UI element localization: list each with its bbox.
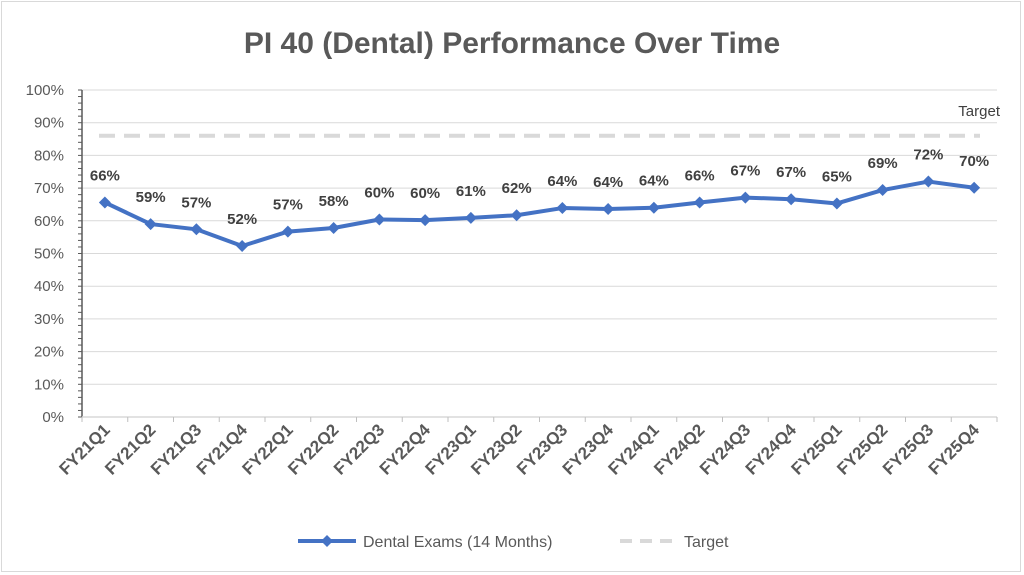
data-label: 70% [959,153,989,170]
legend: Dental Exams (14 Months) Target [298,534,729,551]
data-point [510,209,523,222]
data-point [464,211,477,224]
data-label: 65% [822,168,852,185]
data-point [602,203,615,216]
data-point [373,213,386,226]
data-point [419,214,432,227]
gridlines [82,89,997,418]
data-point [144,218,157,231]
x-tick-label: FY25Q4 [925,420,984,479]
legend-label-dental-exams: Dental Exams (14 Months) [363,534,552,551]
data-label: 69% [868,155,898,172]
y-tick-label: 80% [34,147,64,164]
legend-marker-diamond [321,535,333,547]
data-point [281,225,294,238]
y-tick-label: 10% [34,376,64,393]
data-label: 66% [90,167,120,184]
data-label: 67% [776,164,806,181]
dental-exams-series [98,175,981,252]
data-point [556,202,569,215]
data-point [647,201,660,214]
data-label: 64% [639,173,669,190]
data-point [968,181,981,194]
data-point [739,191,752,204]
data-point [236,239,249,252]
data-point [876,184,889,197]
y-tick-label: 20% [34,344,64,361]
y-tick-label: 90% [34,115,64,132]
data-point [922,175,935,188]
y-tick-label: 60% [34,213,64,230]
y-tick-label: 30% [34,311,64,328]
data-label: 60% [364,184,394,201]
data-point [190,223,203,236]
x-axis: FY21Q1FY21Q2FY21Q3FY21Q4FY22Q1FY22Q2FY22… [55,416,998,479]
chart-title: PI 40 (Dental) Performance Over Time [244,27,780,60]
data-point [785,193,798,206]
data-label: 61% [456,183,486,200]
legend-label-target: Target [684,534,729,551]
y-axis: 0% 10% 20% 30% 40% 50% 60% 70% 80% 90% 100% [26,82,83,426]
data-label: 60% [410,185,440,202]
data-point [98,196,111,209]
target-series: Target [99,103,1001,138]
data-point [830,197,843,210]
y-tick-label: 70% [34,180,64,197]
data-label: 64% [547,173,577,190]
data-label: 64% [593,174,623,191]
series-line [104,179,975,248]
data-label: 57% [181,194,211,211]
data-label: 57% [273,197,303,214]
data-labels: 66% 59% 57% 52% 57% 58% 60% 60% 61% 62% 64% 64% 64% 6… [90,147,989,228]
data-label: 66% [685,167,715,184]
data-label: 58% [319,193,349,210]
data-label: 72% [913,147,943,164]
data-label: 62% [502,180,532,197]
y-tick-label: 40% [34,278,64,295]
data-point [693,196,706,209]
y-tick-label: 0% [42,409,64,426]
data-point [327,221,340,234]
y-tick-label: 50% [34,246,64,263]
data-label: 52% [227,211,257,228]
data-label: 67% [730,163,760,180]
data-label: 59% [136,189,166,206]
y-tick-label: 100% [26,82,64,99]
target-label: Target [958,103,1001,120]
